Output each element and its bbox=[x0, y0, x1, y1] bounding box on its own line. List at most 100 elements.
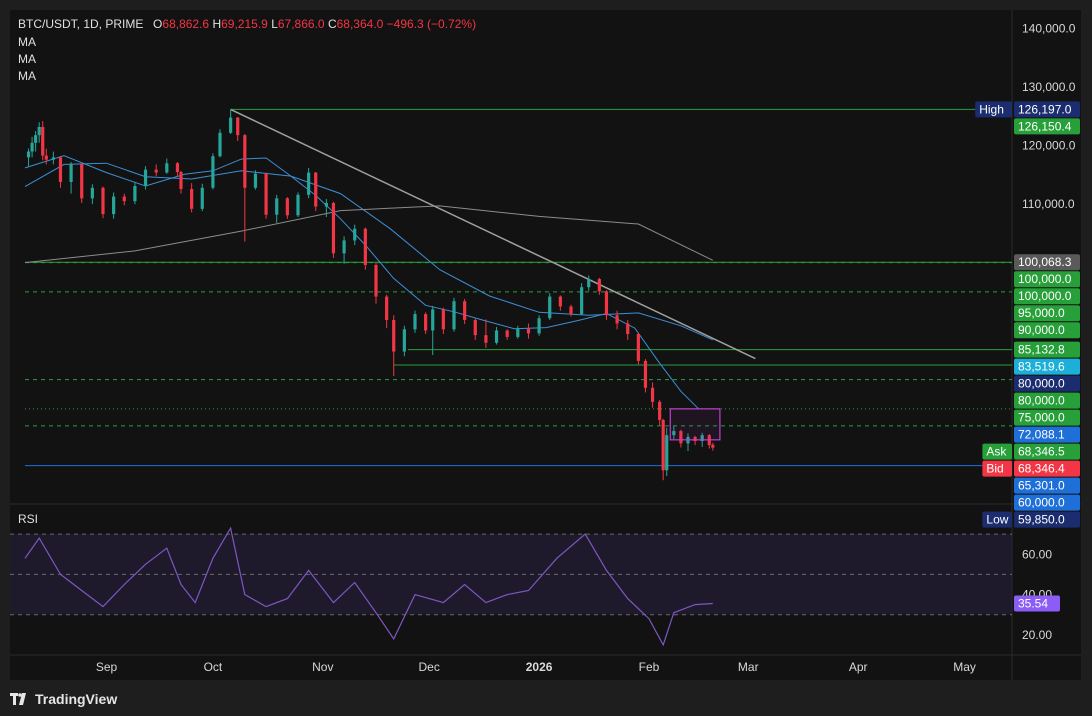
candle-body bbox=[580, 287, 584, 315]
price-tag-box[interactable] bbox=[1014, 288, 1080, 305]
price-tag-box[interactable] bbox=[1014, 392, 1080, 409]
candle-body bbox=[661, 419, 665, 471]
candle-body bbox=[179, 171, 183, 189]
price-tag-label-box bbox=[982, 443, 1012, 460]
price-tag-value: 68,346.5 bbox=[1018, 445, 1065, 459]
time-axis-tick: May bbox=[953, 660, 976, 674]
brand-name[interactable]: TradingView bbox=[35, 691, 118, 707]
low-value: 67,866.0 bbox=[277, 17, 325, 31]
candle-body bbox=[26, 151, 31, 158]
price-tag-box[interactable] bbox=[1014, 460, 1080, 477]
price-tag-label-box bbox=[975, 101, 1012, 118]
rsi-label[interactable]: RSI bbox=[18, 512, 39, 526]
candle-body bbox=[30, 142, 34, 152]
rsi-value-tag[interactable] bbox=[1014, 595, 1060, 612]
price-tag-value: 65,301.0 bbox=[1018, 479, 1065, 493]
close-value: 68,364.0 bbox=[336, 17, 384, 31]
indicator-ma-3[interactable]: MA bbox=[18, 69, 36, 83]
price-tag-value: 90,000.0 bbox=[1018, 323, 1065, 337]
rsi-line[interactable] bbox=[24, 526, 713, 647]
price-tag-box[interactable] bbox=[1014, 358, 1080, 375]
candle-body bbox=[122, 196, 126, 202]
candle-body bbox=[101, 187, 105, 215]
candle-body bbox=[700, 435, 704, 442]
rsi-axis-tick: 20.00 bbox=[1022, 628, 1052, 642]
ma-line-2[interactable] bbox=[24, 162, 714, 341]
price-tag-value: 83,519.6 bbox=[1018, 360, 1065, 374]
price-tag-box[interactable] bbox=[1014, 409, 1080, 426]
time-axis-tick: Apr bbox=[849, 660, 868, 674]
candle-body bbox=[264, 173, 268, 215]
candle-body bbox=[463, 301, 467, 320]
price-tag-box[interactable] bbox=[1014, 477, 1080, 494]
time-axis-tick: 2026 bbox=[526, 660, 553, 674]
price-tag-box[interactable] bbox=[1014, 101, 1080, 118]
price-tag-label: Low bbox=[986, 513, 1008, 527]
candle-body bbox=[314, 172, 318, 207]
price-tag-box[interactable] bbox=[1014, 254, 1080, 271]
price-tag-value: 126,150.4 bbox=[1018, 119, 1072, 133]
price-tag-box[interactable] bbox=[1014, 118, 1080, 135]
price-tag-box[interactable] bbox=[1014, 426, 1080, 443]
ma-line-3[interactable] bbox=[24, 205, 714, 264]
candle-body bbox=[505, 330, 509, 337]
price-axis-tick: 140,000.0 bbox=[1022, 22, 1076, 36]
candle-body bbox=[211, 156, 215, 188]
close-label: C bbox=[327, 17, 337, 31]
time-axis-tick: Nov bbox=[312, 660, 333, 674]
candle-body bbox=[537, 318, 541, 334]
candle-body bbox=[165, 163, 169, 173]
price-tag-value: 59,850.0 bbox=[1018, 513, 1065, 527]
price-tag-box[interactable] bbox=[1014, 494, 1080, 511]
price-tag-box[interactable] bbox=[1014, 511, 1080, 528]
price-tag-box[interactable] bbox=[1014, 322, 1080, 339]
candle-body bbox=[516, 328, 520, 337]
price-tag-label-box bbox=[982, 460, 1012, 477]
candle-body bbox=[190, 188, 194, 209]
time-axis-tick: Oct bbox=[204, 660, 223, 674]
candle-body bbox=[374, 264, 378, 297]
price-tag-value: 100,068.3 bbox=[1018, 255, 1072, 269]
price-tag-value: 60,000.0 bbox=[1018, 496, 1065, 510]
candle-body bbox=[44, 155, 48, 160]
chart-frame[interactable]: 140,000.0 130,000.0 120,000.0 110,000.0 126,… bbox=[10, 10, 1081, 680]
indicator-ma-2[interactable]: MA bbox=[18, 52, 36, 66]
candle-body bbox=[452, 301, 456, 330]
candle-body bbox=[643, 360, 648, 388]
low-label: L bbox=[271, 17, 278, 31]
candle-body bbox=[229, 117, 233, 133]
price-tag-label: Bid bbox=[986, 462, 1003, 476]
indicator-ma-1[interactable]: MA bbox=[18, 35, 36, 49]
candle-body bbox=[558, 296, 562, 307]
candle-body bbox=[243, 135, 247, 188]
high-label: H bbox=[212, 17, 222, 31]
high-value: 69,215.9 bbox=[221, 17, 268, 31]
price-tag-box[interactable] bbox=[1014, 341, 1080, 358]
candle-body bbox=[711, 444, 715, 448]
candle-body bbox=[307, 172, 311, 195]
candle-body bbox=[200, 187, 204, 209]
rsi-value-text: 35.54 bbox=[1018, 597, 1048, 611]
price-tag-value: 85,132.8 bbox=[1018, 343, 1065, 357]
price-tag-box[interactable] bbox=[1014, 305, 1080, 322]
trendline[interactable] bbox=[230, 108, 756, 360]
candle-body bbox=[80, 164, 84, 199]
price-tag-box[interactable] bbox=[1014, 271, 1080, 288]
candle-body bbox=[324, 202, 328, 207]
price-tag-box[interactable] bbox=[1014, 375, 1080, 392]
candle-body bbox=[431, 309, 435, 331]
candle-body bbox=[236, 117, 240, 136]
change-value: −496.3 (−0.72%) bbox=[386, 17, 477, 31]
price-tag-value: 80,000.0 bbox=[1018, 394, 1065, 408]
footer: TradingView bbox=[10, 688, 117, 710]
candle-body bbox=[58, 157, 63, 182]
symbol-name[interactable]: BTC/USDT, 1D, PRIME bbox=[18, 17, 144, 31]
ma-line-1[interactable] bbox=[24, 155, 699, 410]
rectangle-drawing[interactable] bbox=[669, 408, 721, 441]
price-axis-tick: 120,000.0 bbox=[1022, 139, 1076, 153]
chart-canvas[interactable]: 140,000.0 130,000.0 120,000.0 110,000.0 126,… bbox=[10, 10, 1081, 680]
candle-body bbox=[90, 187, 94, 199]
candle-body bbox=[133, 186, 137, 202]
candle-body bbox=[392, 319, 396, 352]
price-tag-box[interactable] bbox=[1014, 443, 1080, 460]
